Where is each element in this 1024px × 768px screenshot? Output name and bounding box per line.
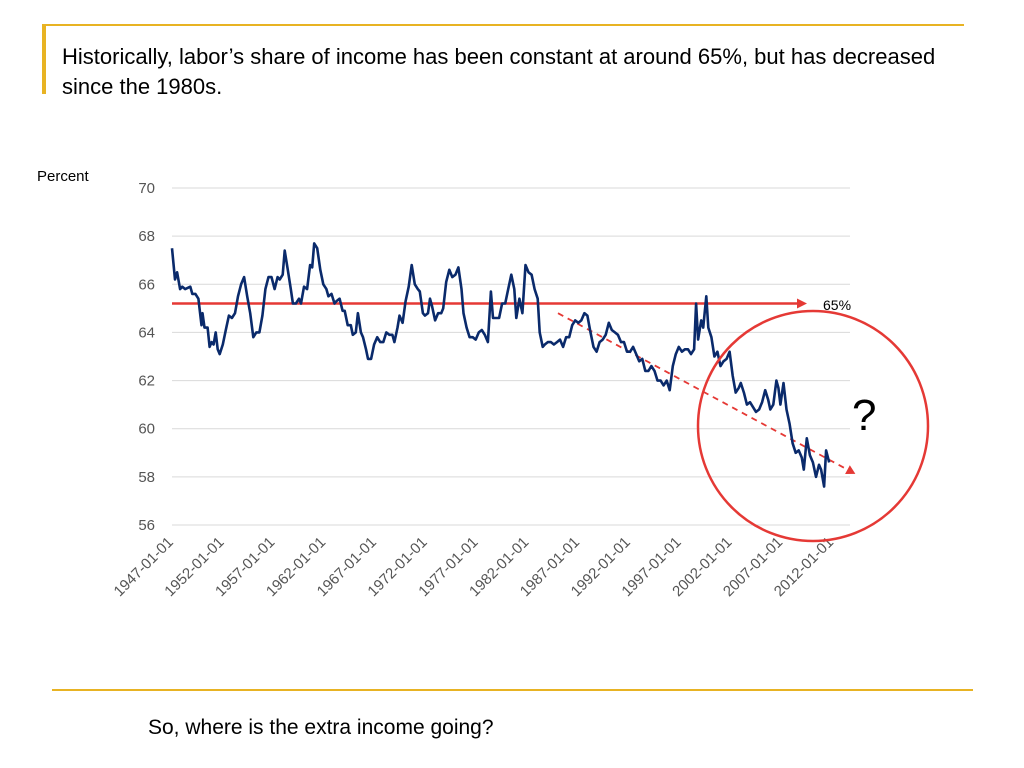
y-tick-66: 66 [138,276,155,293]
y-tick-68: 68 [138,228,155,245]
y-tick-56: 56 [138,517,155,534]
y-tick-labels: 56 58 60 62 64 66 68 70 [138,180,155,534]
reference-arrowhead [797,298,807,309]
y-tick-62: 62 [138,373,155,390]
slide-title: Historically, labor’s share of income ha… [62,44,936,99]
question-mark: ? [852,391,876,440]
reference-line-label: 65% [823,297,851,313]
title-accent-bar [42,24,46,94]
y-tick-60: 60 [138,421,155,438]
gridlines [172,187,850,526]
series-line-labor-share [170,242,831,488]
top-rule [42,24,964,26]
footer-question: So, where is the extra income going? [148,716,494,739]
y-tick-58: 58 [138,469,155,486]
y-tick-64: 64 [138,324,155,341]
trend-arrowhead [845,465,856,475]
y-axis-label: Percent [37,168,90,185]
x-tick-labels: 1947-01-011952-01-011957-01-011962-01-01… [111,534,838,600]
labor-share-chart: 56 58 60 62 64 66 68 70 1947-01-011952-01-01195… [37,168,930,600]
highlight-circle [696,309,930,543]
bottom-rule [52,689,973,691]
y-tick-70: 70 [138,180,155,197]
